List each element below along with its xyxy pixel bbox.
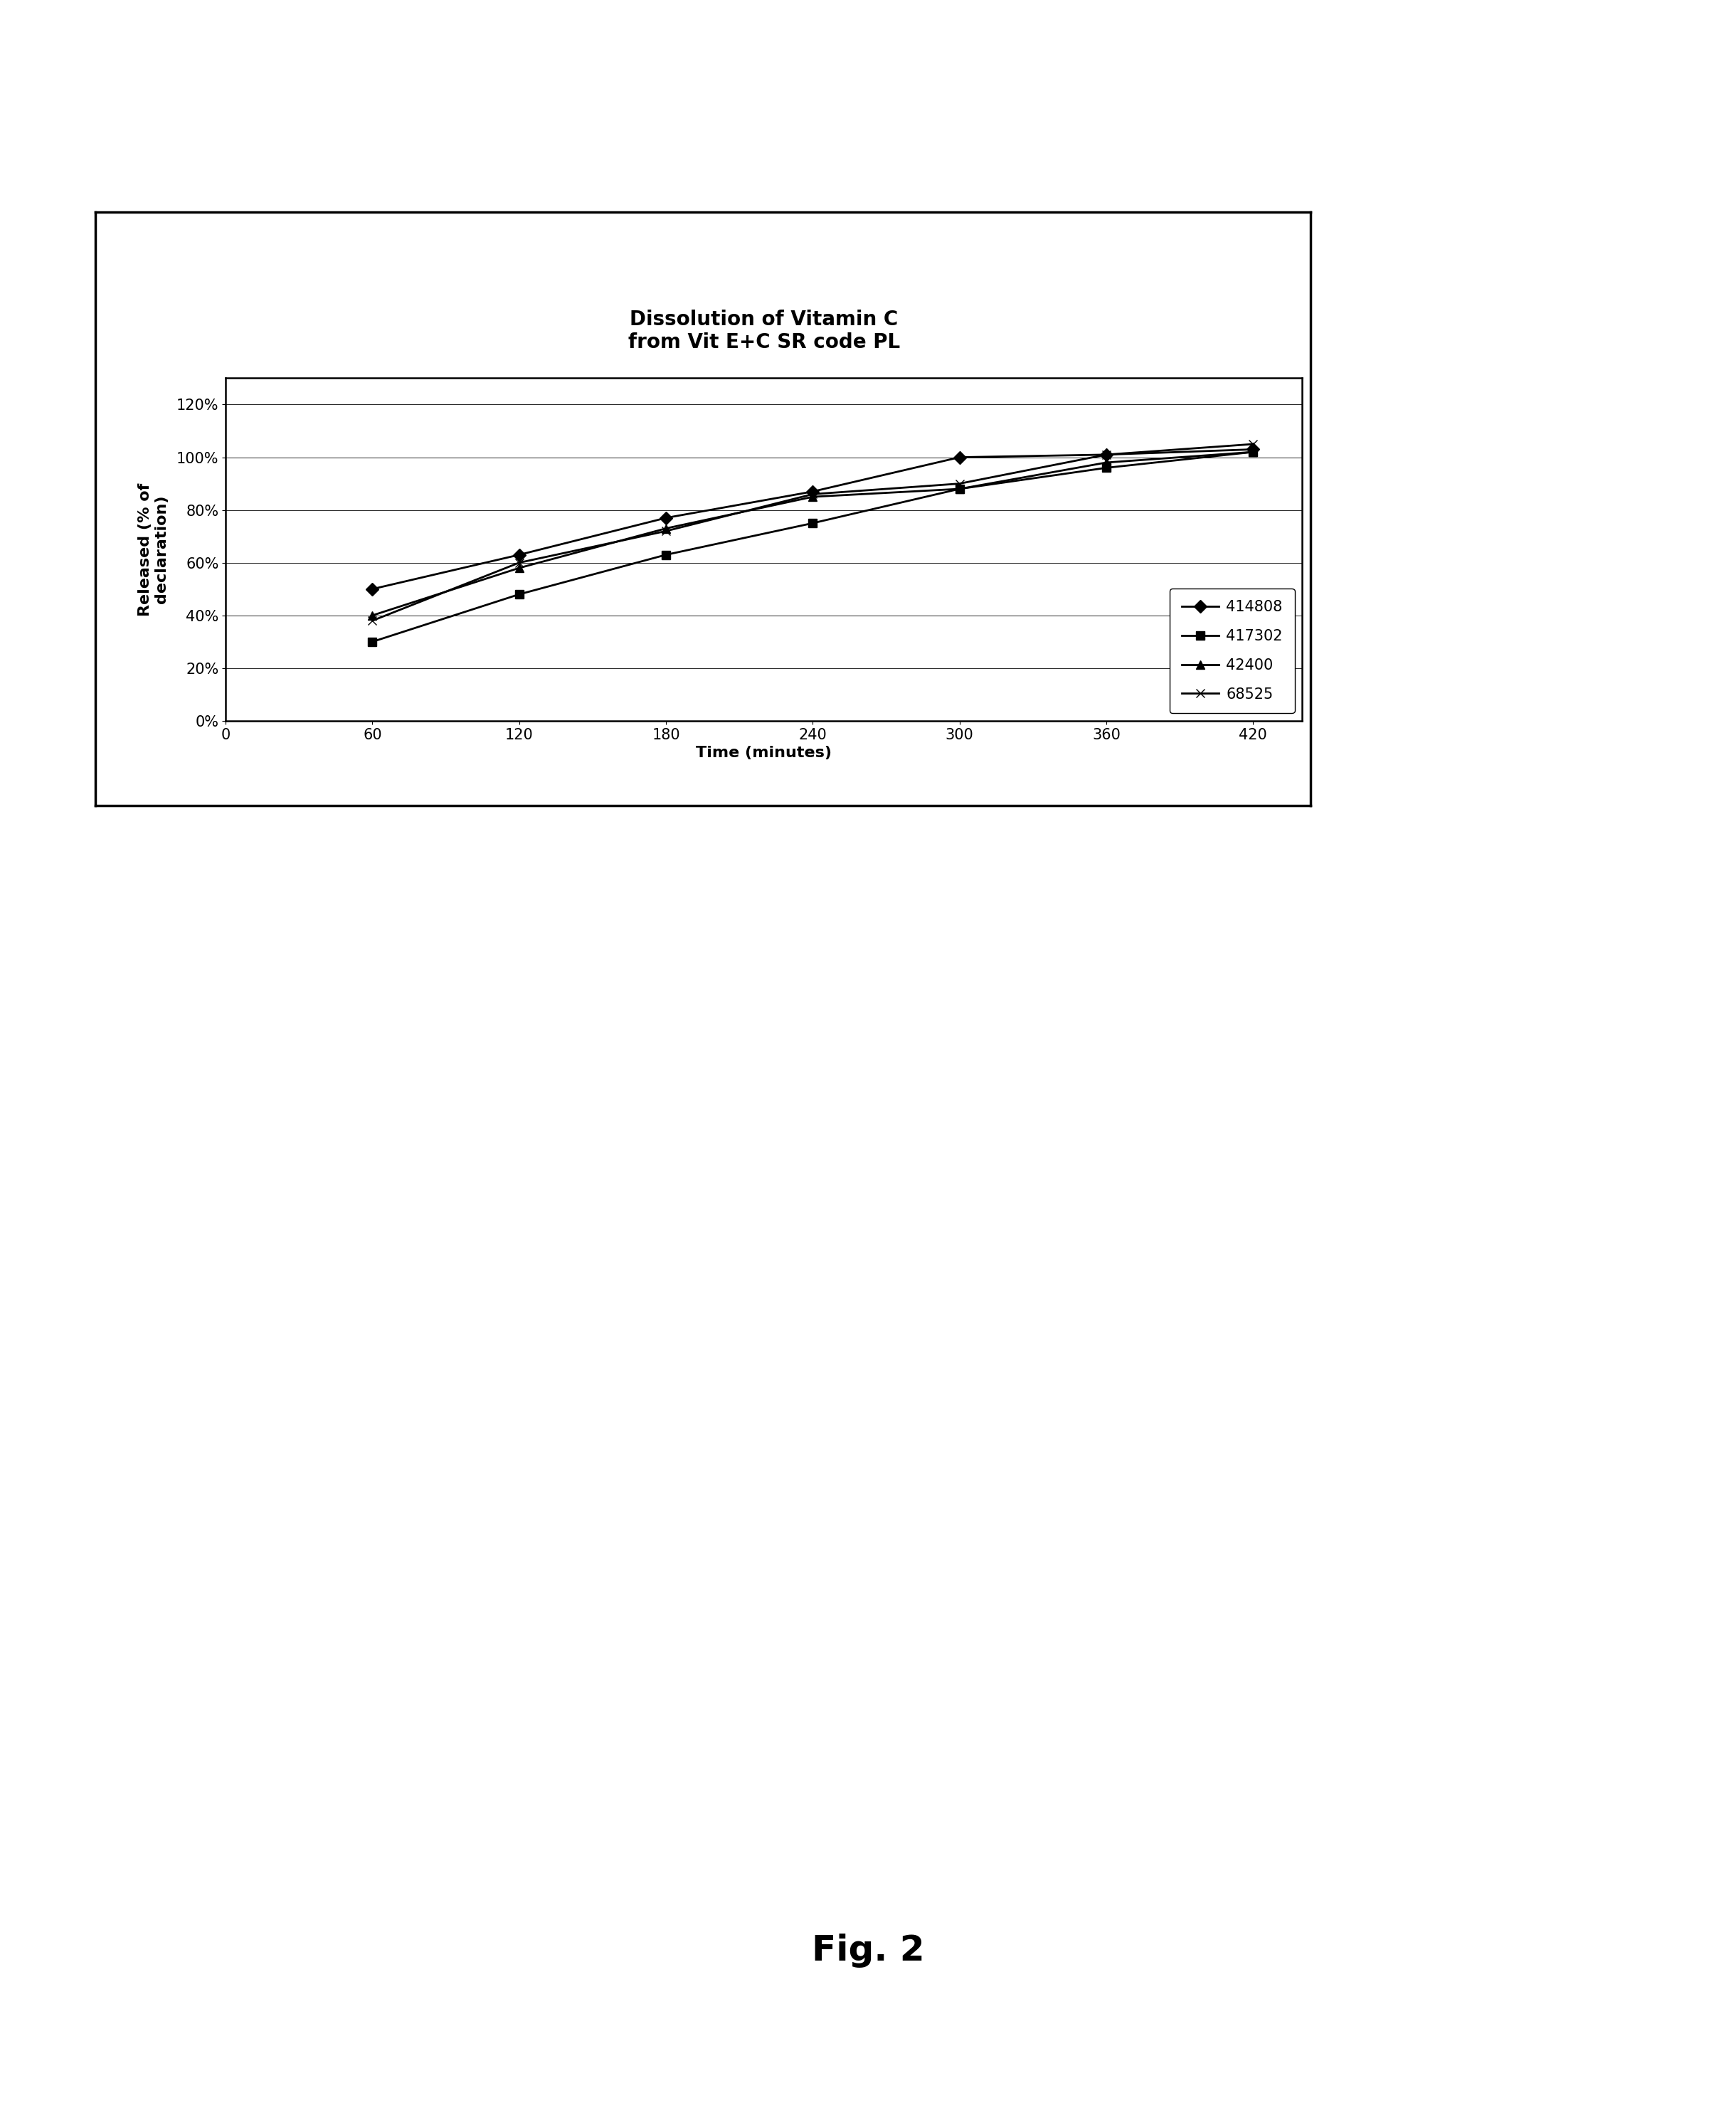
68525 [802, 481, 823, 507]
414808 [950, 445, 970, 471]
68525 [656, 517, 677, 543]
42400 [1243, 439, 1264, 464]
42400 [363, 602, 384, 628]
417302 [1243, 439, 1264, 464]
Line: 42400: 42400 [368, 447, 1257, 619]
Text: Dissolution of Vitamin C
from Vit E+C SR code PL: Dissolution of Vitamin C from Vit E+C SR… [628, 310, 899, 352]
414808 [656, 505, 677, 530]
Line: 417302: 417302 [368, 447, 1257, 647]
414808 [509, 543, 529, 568]
68525 [509, 549, 529, 575]
42400 [1095, 449, 1116, 475]
414808 [802, 479, 823, 505]
42400 [656, 515, 677, 541]
42400 [802, 483, 823, 509]
Line: 68525: 68525 [368, 439, 1257, 625]
Text: Fig. 2: Fig. 2 [811, 1933, 925, 1967]
417302 [1095, 456, 1116, 481]
414808 [363, 577, 384, 602]
X-axis label: Time (minutes): Time (minutes) [696, 746, 832, 761]
42400 [509, 555, 529, 581]
68525 [950, 471, 970, 496]
417302 [509, 581, 529, 606]
68525 [1095, 441, 1116, 466]
417302 [802, 511, 823, 536]
417302 [363, 630, 384, 655]
Y-axis label: Released (% of
declaration): Released (% of declaration) [137, 483, 168, 617]
414808 [1243, 437, 1264, 462]
68525 [363, 608, 384, 634]
417302 [656, 543, 677, 568]
42400 [950, 477, 970, 502]
417302 [950, 477, 970, 502]
68525 [1243, 430, 1264, 456]
414808 [1095, 441, 1116, 466]
Legend: 414808, 417302, 42400, 68525: 414808, 417302, 42400, 68525 [1170, 587, 1295, 714]
Line: 414808: 414808 [368, 445, 1257, 594]
